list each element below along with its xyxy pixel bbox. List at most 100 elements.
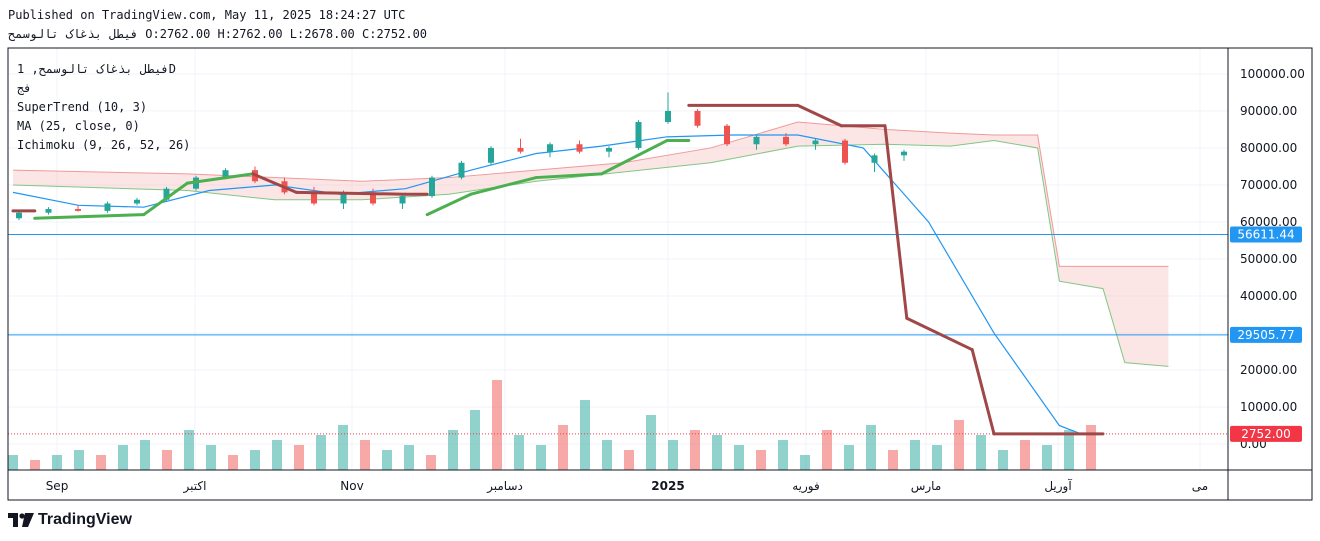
candle-body (399, 196, 406, 204)
volume-bar (206, 445, 216, 470)
candle-body (370, 192, 376, 204)
y-tick-label: 90000.00 (1240, 104, 1297, 118)
candle-body (783, 136, 789, 145)
price-label-bg (1230, 326, 1302, 343)
price-labels: 56611.44 29505.77 2752.00 (1230, 226, 1302, 442)
candle-body (606, 147, 612, 152)
tradingview-logo-icon (8, 513, 34, 527)
volume-bar (162, 450, 172, 470)
candle-body (222, 170, 229, 178)
price-axis: 100000.00 90000.00 80000.00 70000.00 60000.0… (1240, 67, 1305, 451)
candle-body (45, 209, 52, 213)
volume-bar (998, 450, 1008, 470)
volume-bar (8, 455, 18, 470)
candle-body (16, 212, 22, 219)
x-tick-label: آوریل (1044, 478, 1072, 494)
symbol-ohlc-line: فیطل بذغاک تالوسمح O:2762.00 H:2762.00 L… (8, 27, 428, 41)
volume-bar (338, 425, 348, 470)
candle-body (694, 110, 701, 126)
tradingview-logo[interactable]: TradingView (8, 511, 132, 529)
candle-body (753, 136, 760, 145)
x-tick-label: Nov (340, 479, 363, 493)
candles (16, 92, 907, 221)
supertrend-segment (905, 316, 974, 352)
volume-bar (536, 445, 546, 470)
volume-bar (272, 440, 282, 470)
supertrend-segment (883, 124, 909, 320)
grid (8, 48, 1228, 470)
y-tick-label: 80000.00 (1240, 141, 1297, 155)
candle-body (104, 203, 111, 211)
y-tick-label: 50000.00 (1240, 252, 1297, 266)
volume-bar (602, 440, 612, 470)
volume-bar (976, 435, 986, 470)
volume-bar (96, 455, 106, 470)
frame-outer (7, 47, 1313, 501)
volume-bar (624, 450, 634, 470)
volume-bar (646, 415, 656, 470)
ichimoku-cloud (12, 121, 1169, 367)
legend-ma[interactable]: MA (25, close, 0) (17, 119, 140, 133)
candle-body (429, 177, 435, 197)
legend-ichimoku[interactable]: Ichimoku (9, 26, 52, 26) (17, 138, 191, 152)
volume-bar (690, 430, 700, 470)
volume-bar (470, 410, 480, 470)
price-label-text: 56611.44 (1237, 228, 1294, 242)
volume-bar (844, 445, 854, 470)
chart-frame (7, 47, 1313, 501)
y-tick-label: 20000.00 (1240, 363, 1297, 377)
candle-body (871, 155, 878, 163)
x-tick-label: می (1192, 479, 1208, 493)
candle-body (724, 125, 730, 145)
volume-bar (756, 450, 766, 470)
volume-bar (294, 445, 304, 470)
supertrend-segment (185, 172, 255, 185)
volume-bar (426, 455, 436, 470)
cloud-area (13, 122, 1169, 367)
price-label-bg (1230, 425, 1302, 442)
volume-bar (932, 445, 942, 470)
supertrend-segment (425, 192, 473, 217)
volume-bar (316, 435, 326, 470)
supertrend-segment (534, 172, 604, 180)
supertrend-segment (469, 176, 538, 196)
candle-body (901, 151, 907, 156)
x-tick-label: فوریه (792, 479, 820, 494)
legend-symbol: فیطل بذغاک تالوسمح, 1D (17, 62, 176, 76)
candle-body (134, 199, 140, 204)
candle-body (75, 209, 81, 211)
volume-bar (514, 435, 524, 470)
candle-body (547, 144, 553, 152)
candle-body (812, 140, 819, 145)
y-tick-label: 10000.00 (1240, 400, 1297, 414)
volume-bar (448, 430, 458, 470)
y-tick-label: 40000.00 (1240, 289, 1297, 303)
x-tick-label: 2025 (651, 479, 684, 493)
supertrend-segment (142, 181, 189, 217)
x-tick-label: اکتبر (183, 479, 207, 494)
volume-bar (734, 445, 744, 470)
supertrend-line (11, 103, 1105, 436)
volume-bar (910, 440, 920, 470)
supertrend-segment (970, 348, 996, 436)
volume-bar (492, 380, 502, 470)
volume-bar (888, 450, 898, 470)
legend-supertrend[interactable]: SuperTrend (10, 3) (17, 100, 148, 114)
cloud-span-a (12, 121, 1169, 267)
volume-bar (800, 455, 810, 470)
candle-body (842, 140, 848, 163)
candle-body (311, 192, 317, 204)
volume-bar (954, 420, 964, 470)
volume-bar (558, 425, 568, 470)
x-tick-label: مارس (911, 479, 942, 494)
volume-bars (8, 380, 1096, 470)
y-tick-label: 70000.00 (1240, 178, 1297, 192)
candle-body (665, 110, 671, 123)
volume-bar (580, 400, 590, 470)
ma-line (12, 134, 1082, 435)
volume-bar (74, 450, 84, 470)
cloud-span-b (12, 140, 1169, 367)
volume-bar (140, 440, 150, 470)
price-label-text: 29505.77 (1237, 328, 1294, 342)
